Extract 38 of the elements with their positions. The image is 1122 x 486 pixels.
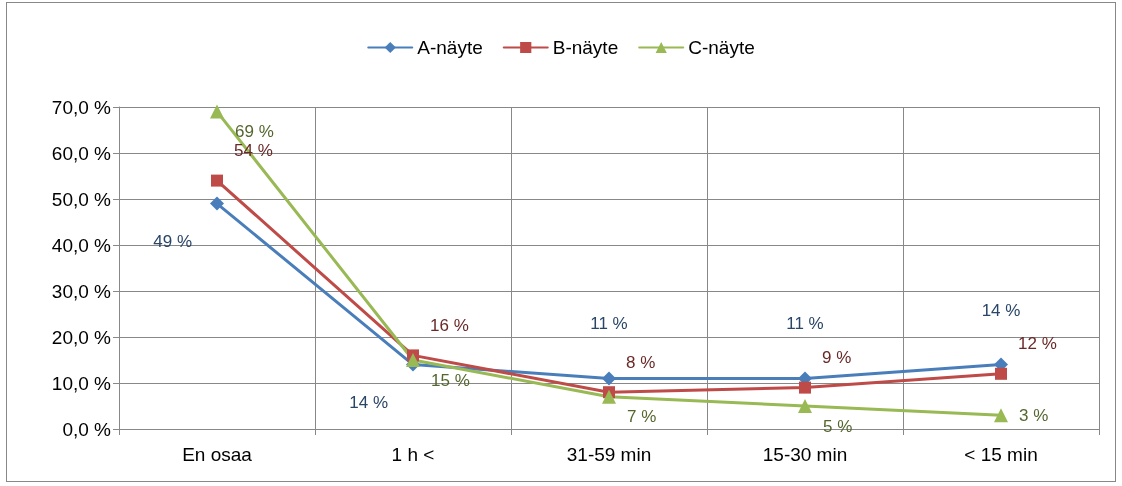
x-tick-label: 1 h <	[391, 444, 435, 465]
y-tick-label: 50,0 %	[51, 188, 112, 210]
point	[798, 399, 812, 413]
data-label: 9 %	[822, 348, 852, 368]
data-label: 69 %	[235, 122, 274, 142]
data-label: 11 %	[786, 314, 824, 334]
point	[602, 389, 616, 404]
x-tick-label: En osaa	[182, 444, 253, 465]
y-tick-label: 40,0 %	[51, 234, 112, 256]
point	[995, 367, 1007, 380]
x-tick-label: 15-30 min	[762, 444, 848, 465]
point	[210, 104, 224, 119]
data-label: 14 %	[349, 392, 388, 412]
data-label: 16 %	[430, 315, 469, 335]
data-label: 7 %	[627, 407, 657, 427]
data-label: 11 %	[590, 314, 628, 334]
data-label: 3 %	[1019, 405, 1049, 425]
y-tick-label: 70,0 %	[51, 96, 112, 118]
y-tick-label: 10,0 %	[51, 372, 112, 394]
point	[211, 174, 223, 187]
y-tick-label: 30,0 %	[51, 280, 112, 302]
point	[602, 371, 616, 386]
point	[994, 408, 1008, 423]
point	[210, 196, 224, 211]
x-tick-label: 31-59 min	[566, 444, 652, 465]
data-label: 14 %	[981, 300, 1021, 320]
data-label: 49 %	[153, 231, 192, 251]
legend-label: A-näyte	[417, 37, 483, 58]
y-tick-label: 20,0 %	[51, 326, 112, 348]
y-tick-label: 60,0 %	[51, 142, 112, 164]
point	[406, 353, 420, 367]
x-tick-label: < 15 min	[964, 444, 1038, 465]
data-label: 8 %	[626, 352, 656, 372]
y-tick-label: 0,0 %	[62, 418, 112, 440]
data-label: 12 %	[1018, 334, 1057, 354]
legend-label: B-näyte	[552, 37, 619, 58]
legend-label: C-näyte	[688, 37, 755, 58]
point	[799, 381, 811, 394]
